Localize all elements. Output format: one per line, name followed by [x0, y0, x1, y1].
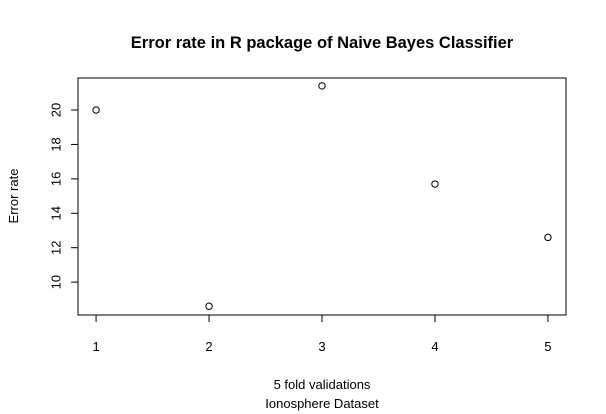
- y-tick-label: 12: [49, 240, 64, 254]
- y-tick-label: 10: [49, 275, 64, 289]
- plot-area: [77, 77, 567, 316]
- y-axis: 10 12 14 16 18 20: [49, 103, 79, 289]
- data-point: [318, 82, 326, 90]
- x-axis-label: 5 fold validations: [274, 377, 371, 392]
- data-point: [92, 106, 100, 114]
- x-tick-label: 4: [431, 339, 438, 354]
- data-point: [544, 233, 552, 242]
- data-points: [92, 82, 552, 310]
- y-axis-label: Error rate: [6, 169, 21, 224]
- chart-title: Error rate in R package of Naive Bayes C…: [131, 34, 514, 52]
- y-tick-label: 16: [49, 172, 64, 186]
- x-axis-sublabel: Ionosphere Dataset: [265, 396, 379, 411]
- data-point: [431, 180, 439, 188]
- x-tick-label: 2: [205, 339, 212, 354]
- y-tick-label: 20: [49, 103, 64, 117]
- data-point: [205, 302, 213, 310]
- y-tick-label: 14: [49, 206, 64, 220]
- x-tick-label: 3: [318, 339, 325, 354]
- x-tick-label: 1: [92, 339, 99, 354]
- x-tick-label: 5: [544, 339, 551, 354]
- x-axis: 1 2 3 4 5: [92, 314, 552, 354]
- y-tick-label: 18: [49, 137, 64, 151]
